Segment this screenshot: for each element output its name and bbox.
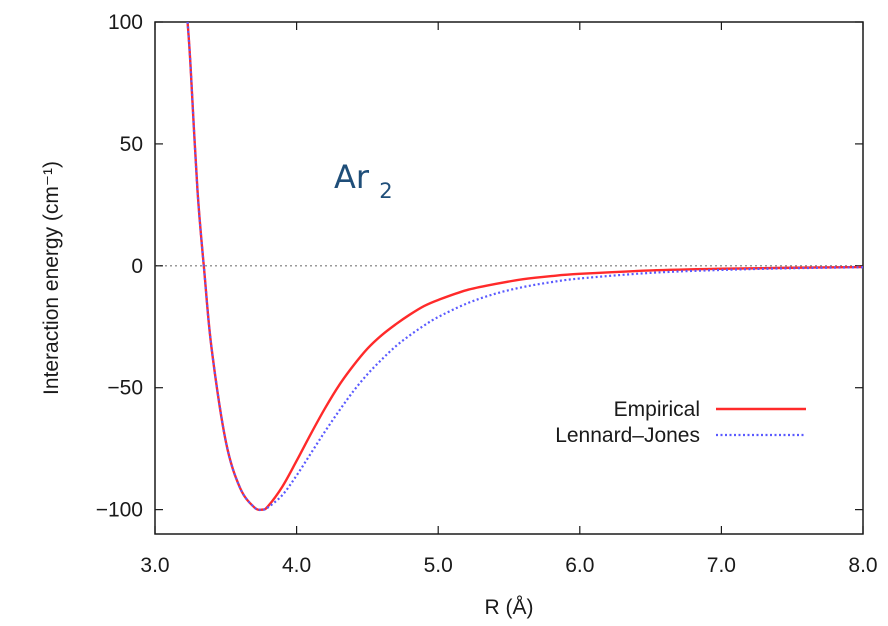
legend: Empirical Lennard–Jones (555, 398, 806, 447)
y-tick-label: 100 (108, 11, 143, 34)
x-axis-ticks: 3.0 4.0 5.0 6.0 7.0 8.0 (140, 22, 878, 577)
y-tick-label: −50 (107, 377, 143, 400)
x-tick-label: 5.0 (424, 554, 453, 577)
annotation-base: Ar (334, 158, 370, 196)
molecule-annotation: Ar 2 (334, 158, 393, 203)
y-tick-label: 50 (120, 133, 143, 156)
y-axis-ticks: 100 50 0 −50 −100 (96, 11, 863, 522)
y-axis-label: Interaction energy (cm⁻¹) (40, 161, 63, 395)
plot-area (154, 21, 864, 535)
y-tick-label: 0 (131, 255, 143, 278)
x-tick-label: 6.0 (565, 554, 594, 577)
legend-label-lennard-jones: Lennard–Jones (555, 424, 700, 447)
plot-frame (154, 21, 864, 535)
x-tick-label: 8.0 (848, 554, 877, 577)
x-axis-label: R (Å) (485, 596, 534, 619)
y-tick-label: −100 (96, 499, 143, 522)
series-lines (186, 22, 863, 512)
legend-label-empirical: Empirical (614, 398, 700, 421)
lennard-jones-series-line (186, 22, 863, 511)
x-tick-label: 7.0 (707, 554, 736, 577)
x-tick-label: 3.0 (140, 554, 169, 577)
empirical-series-line (186, 22, 863, 512)
x-tick-label: 4.0 (282, 554, 311, 577)
annotation-subscript: 2 (379, 179, 392, 203)
